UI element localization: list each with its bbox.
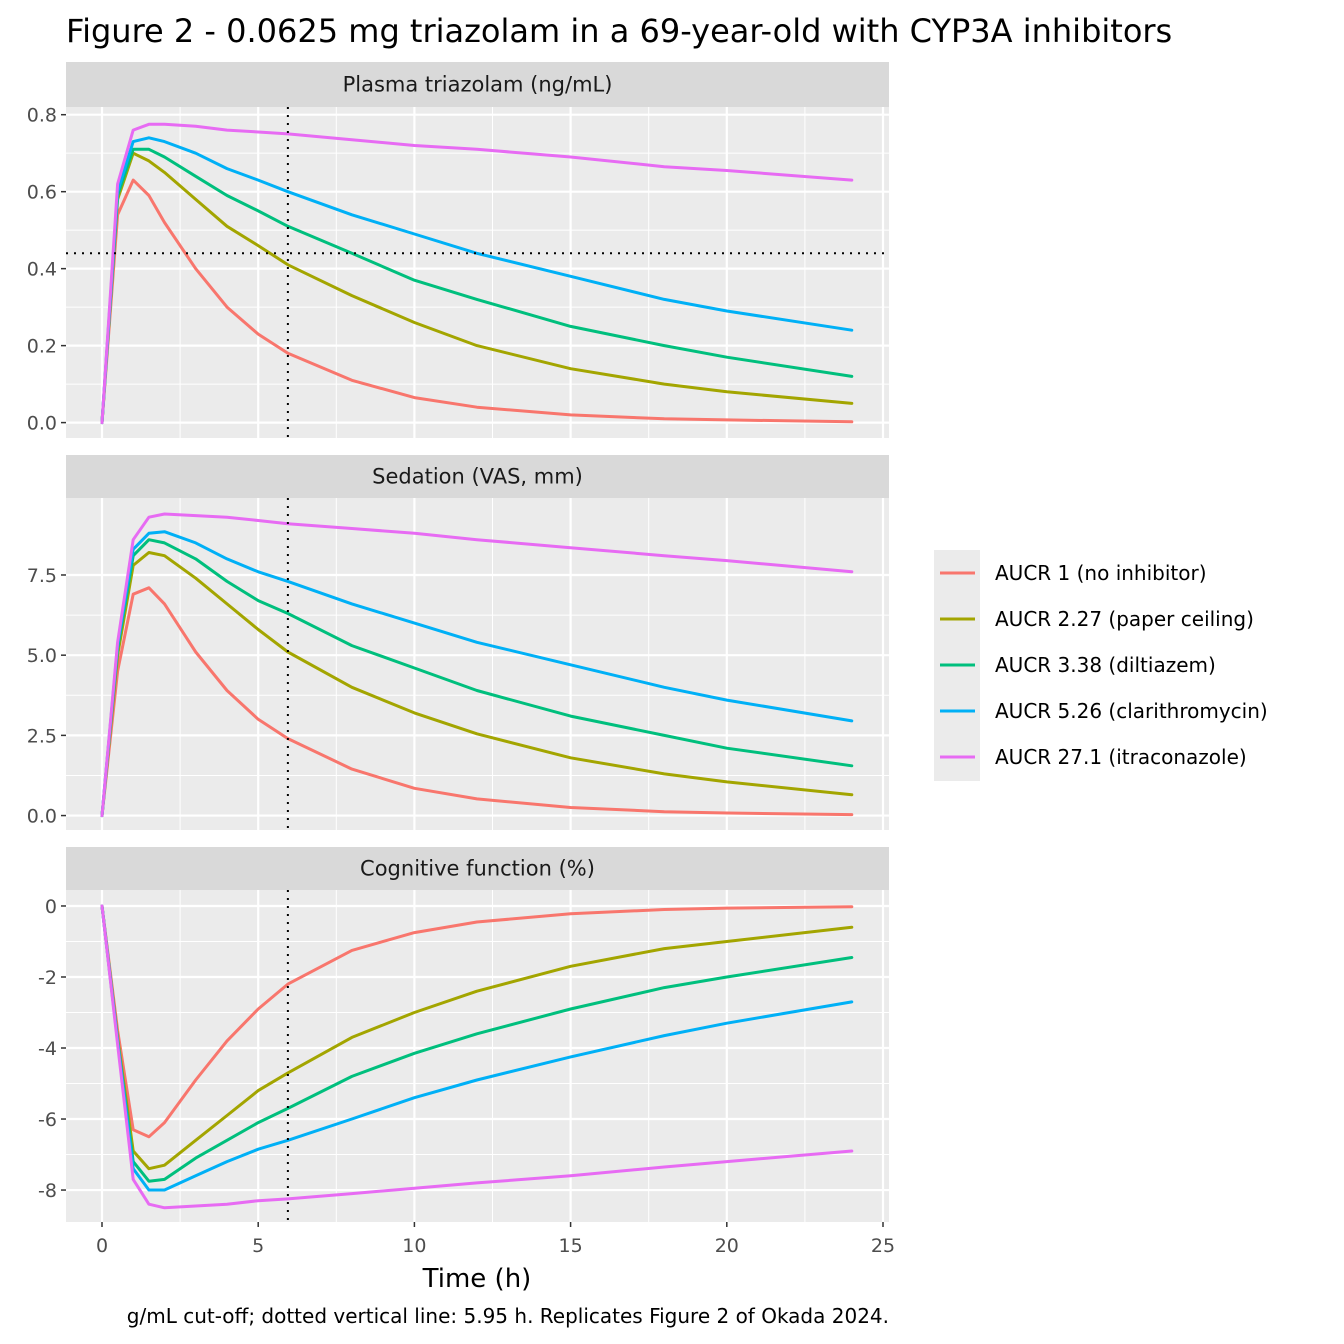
series-line xyxy=(100,178,854,425)
chart-title: Figure 2 - 0.0625 mg triazolam in a 69-y… xyxy=(66,12,1172,50)
y-tick-label: 0.8 xyxy=(27,105,57,127)
series-line xyxy=(100,151,854,425)
legend-label: AUCR 2.27 (paper ceiling) xyxy=(995,607,1254,631)
facet-panel: Plasma triazolam (ng/mL) 0.0 0.2 0.4 0.6 0.8 xyxy=(27,62,889,438)
y-tick-label: 0 xyxy=(45,896,57,918)
y-tick-label: 0.2 xyxy=(27,336,57,358)
legend-label: AUCR 3.38 (diltiazem) xyxy=(995,653,1216,677)
panel-background xyxy=(66,890,889,1222)
x-tick-label: 10 xyxy=(402,1235,426,1257)
series-line xyxy=(100,512,854,818)
legend-label: AUCR 1 (no inhibitor) xyxy=(995,561,1207,585)
series-line xyxy=(100,904,854,1139)
chart-caption: g/mL cut-off; dotted vertical line: 5.95… xyxy=(127,1304,889,1328)
y-tick-label: -8 xyxy=(38,1180,57,1202)
y-tick-label: 0.0 xyxy=(27,806,57,828)
series-line xyxy=(100,538,854,818)
series-line xyxy=(100,904,854,1183)
facet-strip xyxy=(66,847,889,890)
series-line xyxy=(100,147,854,425)
legend: AUCR 1 (no inhibitor) AUCR 2.27 (paper ce… xyxy=(934,550,1268,781)
y-tick-label: 5.0 xyxy=(27,645,57,667)
series-line xyxy=(100,530,854,818)
facet-panel: Sedation (VAS, mm) 0.0 2.5 5.0 7.5 xyxy=(27,455,889,830)
y-tick-label: -4 xyxy=(38,1038,57,1060)
series-line xyxy=(100,136,854,425)
x-tick-label: 15 xyxy=(559,1235,583,1257)
x-tick-label: 25 xyxy=(871,1235,895,1257)
series-line xyxy=(100,904,854,1210)
panel-background xyxy=(66,498,889,830)
x-axis-title: Time (h) xyxy=(422,1264,532,1294)
legend-label: AUCR 27.1 (itraconazole) xyxy=(995,745,1247,769)
legend-label: AUCR 5.26 (clarithromycin) xyxy=(995,699,1268,723)
facet-panel: Cognitive function (%) 0 -2 -4 -6 -8 xyxy=(38,847,889,1222)
facet-strip-label: Cognitive function (%) xyxy=(360,857,595,881)
y-tick-label: -2 xyxy=(38,967,57,989)
y-tick-label: 7.5 xyxy=(27,565,57,587)
facet-panels: Plasma triazolam (ng/mL) 0.0 0.2 0.4 0.6 0.8 S… xyxy=(27,62,889,1222)
y-tick-label: -6 xyxy=(38,1109,57,1131)
y-tick-label: 0.4 xyxy=(27,259,57,281)
y-tick-label: 0.0 xyxy=(27,413,57,435)
series-line xyxy=(100,586,854,818)
x-tick-label: 5 xyxy=(252,1235,264,1257)
series-line xyxy=(100,904,854,1192)
facet-strip-label: Plasma triazolam (ng/mL) xyxy=(343,73,613,97)
x-tick-label: 20 xyxy=(715,1235,739,1257)
y-tick-label: 2.5 xyxy=(27,725,57,747)
series-line xyxy=(100,551,854,818)
facet-strip xyxy=(66,455,889,498)
series-line xyxy=(100,122,854,425)
panel-background xyxy=(66,107,889,438)
facet-strip-label: Sedation (VAS, mm) xyxy=(372,465,583,489)
x-axis: 0 5 10 15 20 25 xyxy=(96,1222,895,1257)
x-tick-label: 0 xyxy=(96,1235,108,1257)
series-line xyxy=(100,904,854,1171)
facet-strip xyxy=(66,62,889,107)
y-tick-label: 0.6 xyxy=(27,182,57,204)
